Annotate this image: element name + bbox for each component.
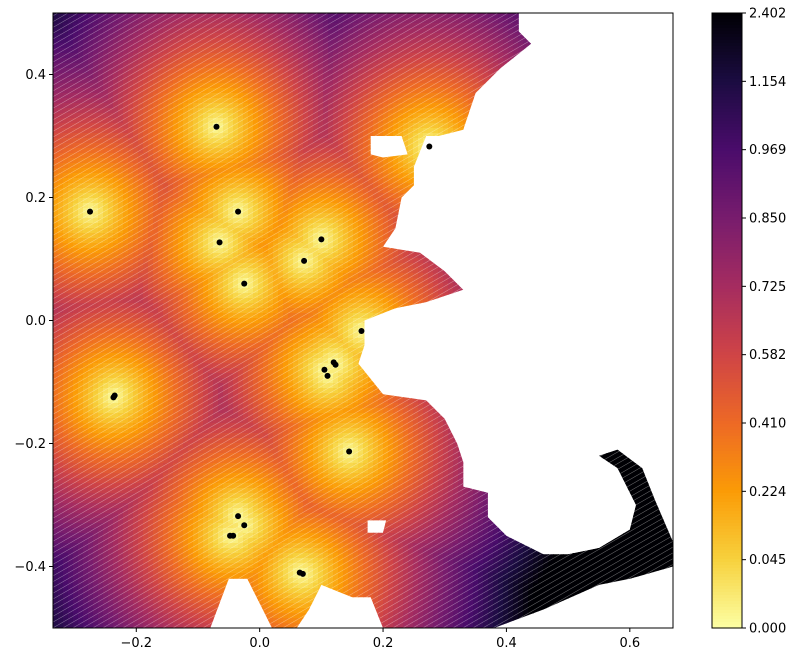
heatmap-figure: −0.2 0.0 0.2 0.4 0.6 −0.4−0.20.00.20.4 0.000… (14, 6, 787, 651)
